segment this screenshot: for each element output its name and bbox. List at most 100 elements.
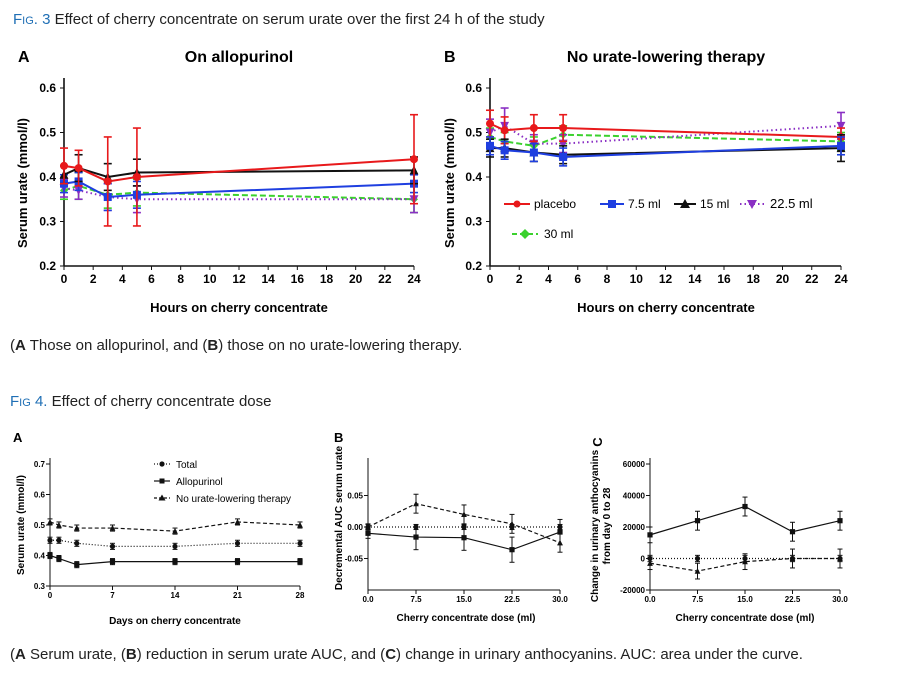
plot-area: 0 7 14 21 28 0.3 0.4 0.5 0.6 0.7 (34, 458, 305, 600)
chart-title: No urate-lowering therapy (567, 49, 765, 66)
data-point-total (509, 524, 515, 530)
y-tick-label: 0.4 (465, 170, 482, 184)
x-tick-label: 22 (805, 272, 819, 286)
x-tick-label: 0 (48, 591, 53, 600)
x-tick-label: 7 (110, 591, 115, 600)
data-point-no_ult (461, 511, 467, 517)
fig4-caption-a: A (15, 646, 26, 663)
data-point-allopurinol (365, 530, 371, 536)
y-axis-label-line-2: from day 0 to 28 (602, 487, 613, 564)
x-tick-label: 10 (203, 272, 217, 286)
y-tick-label: 0.2 (39, 259, 56, 273)
fig4-title-text: Effect of cherry concentrate dose (51, 393, 272, 410)
x-tick-label: 0 (487, 272, 494, 286)
y-axis-label: Serum urate (mmol/l) (16, 475, 27, 575)
data-point-placebo (103, 177, 112, 186)
data-point-no_ult (56, 521, 62, 528)
x-tick-label: 16 (291, 272, 305, 286)
y-tick-label: 0.5 (39, 126, 56, 140)
legend-item-22-5ml: 22.5 ml (740, 196, 813, 211)
panel-label: A (13, 430, 23, 445)
y-axis-label: Serum urate (mmol/l) (15, 118, 30, 248)
fig4-caption-text-1: Serum urate, ( (25, 646, 126, 663)
x-axis-label: Hours on cherry concentrate (577, 300, 755, 315)
fig4-caption-b: B (125, 646, 137, 663)
fig4-caption-c: C (385, 646, 397, 663)
x-tick-label: 8 (177, 272, 184, 286)
x-tick-label: 21 (233, 591, 242, 600)
data-point-allopurinol (234, 559, 241, 565)
legend-item-placebo: placebo (504, 197, 576, 211)
data-point-ml7_5 (500, 146, 509, 155)
fig4-panel-c-chart: C Change in urinary anthocyanins from da… (590, 437, 848, 624)
y-tick-label: -0.05 (345, 554, 364, 563)
legend-label-22-5ml: 22.5 ml (770, 196, 813, 211)
legend-label-no-ult: No urate-lowering therapy (176, 494, 291, 505)
data-point-allopurinol (172, 559, 178, 565)
data-point-total (297, 540, 303, 546)
data-point-placebo (132, 173, 141, 181)
y-axis-label-line-1: Change in urinary anthocyanins (590, 449, 601, 602)
y-tick-label: 60000 (623, 460, 646, 469)
legend-item-15ml: 15 ml (674, 197, 729, 211)
data-point-placebo (74, 164, 83, 173)
x-tick-label: 24 (407, 272, 421, 286)
legend-label-total: Total (176, 460, 197, 471)
data-point-total (234, 540, 241, 546)
legend-label-allopurinol: Allopurinol (176, 477, 223, 488)
x-tick-label: 4 (119, 272, 126, 286)
legend-item-allopurinol: Allopurinol (154, 477, 223, 488)
fig4-panel-b-chart: B Decremental AUC serum urate Cherry con… (334, 430, 568, 624)
data-point-no_ult (172, 527, 178, 534)
x-tick-label: 16 (717, 272, 731, 286)
x-tick-label: 0.0 (644, 595, 656, 604)
data-point-total (694, 555, 701, 562)
fig4-caption-text-3: ) change in urinary anthocyanins. AUC: a… (396, 646, 803, 663)
x-tick-label: 14 (171, 591, 180, 600)
fig4-caption: (A Serum urate, (B) reduction in serum u… (10, 646, 803, 663)
data-point-placebo (559, 124, 568, 133)
plot-area: 0 2 4 6 8 10 12 14 16 18 20 22 240.20.30.40.50.6 (39, 78, 421, 286)
legend-item-total: Total (154, 460, 197, 471)
fig3-legend: placebo 7.5 ml 15 ml 22.5 ml 30 ml (504, 196, 813, 241)
data-point-total (837, 555, 843, 562)
data-point-total (47, 537, 53, 543)
fig3-title-prefix: Fig. 3 (13, 11, 51, 28)
x-tick-label: 14 (261, 272, 275, 286)
legend-item-no-ult: No urate-lowering therapy (154, 494, 291, 505)
data-point-placebo (486, 119, 494, 128)
data-point-total (74, 540, 80, 546)
fig4-title: Fig 4. Effect of cherry concentrate dose (10, 393, 271, 410)
panel-label: B (444, 49, 456, 66)
fig4-caption-text-2: ) reduction in serum urate AUC, and ( (136, 646, 386, 663)
data-point-allopurinol (74, 562, 80, 568)
y-tick-label: 0.6 (34, 490, 46, 499)
data-point-allopurinol (109, 559, 116, 565)
x-axis-label: Hours on cherry concentrate (150, 300, 328, 315)
fig3-title-text: Effect of cherry concentrate on serum ur… (54, 11, 545, 28)
data-point-ml22_5 (836, 121, 846, 131)
data-point-allopurinol (297, 559, 303, 565)
data-point-total (647, 555, 653, 562)
plot-area: 0.0 7.5 15.0 22.5 30.0 -0.05 0.00 0.05 (345, 458, 568, 604)
data-point-placebo (60, 161, 68, 170)
data-point-placebo (529, 124, 538, 133)
data-point-allopurinol (461, 535, 467, 541)
plot-area: 0.0 7.5 15.0 22.5 30.0 -20000 0 20000 40000 60000 (620, 458, 848, 604)
x-tick-label: 22.5 (785, 595, 801, 604)
y-tick-label: 0.2 (465, 259, 482, 273)
fig3-panel-b-chart: B No urate-lowering therapy Serum urate … (442, 49, 848, 315)
data-point-total (172, 543, 178, 549)
y-tick-label: 0.05 (347, 491, 363, 500)
y-axis-label: Decremental AUC serum urate (334, 446, 345, 591)
data-point-allopurinol (47, 552, 53, 559)
data-point-ml7_5 (559, 152, 568, 161)
x-tick-label: 7.5 (692, 595, 704, 604)
legend-label-7-5ml: 7.5 ml (628, 197, 661, 211)
legend-label-placebo: placebo (534, 197, 576, 211)
series-line-ml15 (63, 167, 415, 179)
data-point-allopurinol (694, 518, 701, 524)
x-tick-label: 12 (232, 272, 246, 286)
series-line-placebo (489, 122, 842, 138)
series-line-ml30 (489, 133, 842, 147)
